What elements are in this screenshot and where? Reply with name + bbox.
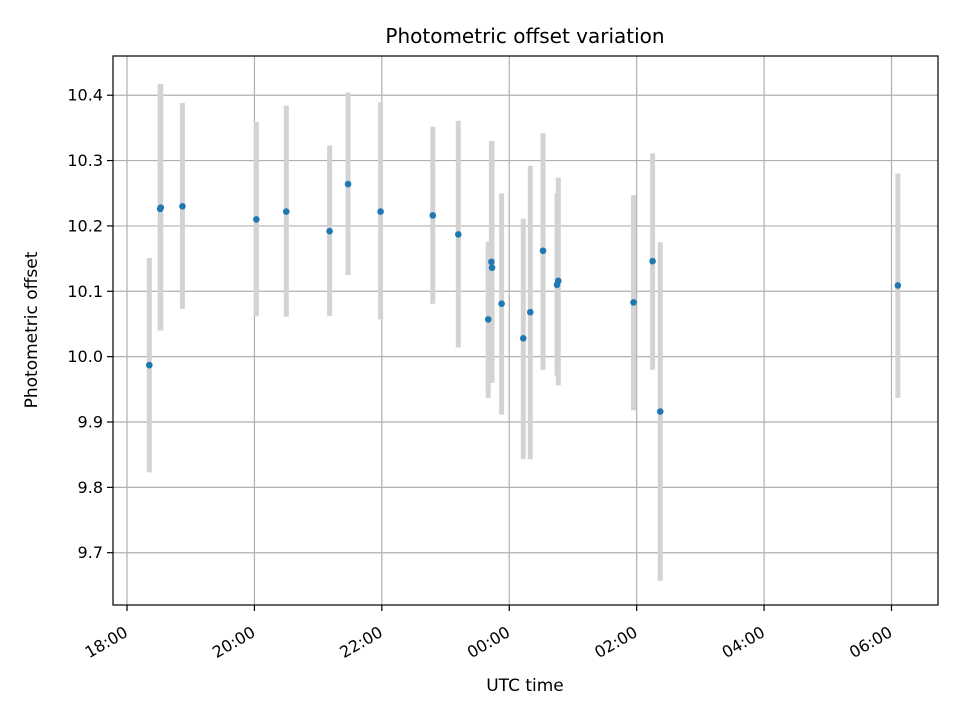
data-point — [630, 299, 637, 306]
data-point — [498, 300, 505, 308]
x-axis-title: UTC time — [486, 676, 564, 696]
data-point — [526, 308, 534, 316]
data-points — [146, 180, 902, 415]
data-point — [649, 257, 656, 265]
y-tick-label: 10.3 — [67, 151, 103, 170]
data-point — [488, 258, 495, 266]
data-point — [179, 203, 186, 210]
data-point — [656, 408, 664, 415]
data-point — [555, 277, 562, 285]
y-tick-label: 9.8 — [78, 478, 103, 497]
data-point — [146, 361, 153, 369]
data-point — [539, 247, 547, 255]
y-tick-label: 10.2 — [67, 216, 103, 235]
data-point — [344, 180, 352, 188]
data-point — [253, 216, 260, 223]
data-point — [519, 335, 527, 342]
data-point — [488, 264, 496, 272]
data-point — [326, 227, 333, 235]
y-tick-label: 9.9 — [78, 413, 103, 432]
plot-frame — [112, 55, 939, 606]
y-tick-label: 10.4 — [67, 86, 103, 105]
data-point — [377, 208, 384, 215]
chart-title: Photometric offset variation — [385, 24, 664, 48]
data-point — [894, 282, 902, 289]
data-point — [454, 231, 462, 238]
y-axis-ticks: 9.7 9.8 9.9 10.0 10.1 10.2 10.3 10.4 — [67, 86, 113, 562]
data-point — [282, 208, 290, 215]
y-axis-title: Photometric offset — [22, 251, 42, 408]
data-point — [157, 204, 165, 211]
y-tick-label: 10.0 — [67, 347, 103, 366]
data-point — [484, 316, 492, 323]
y-tick-label: 10.1 — [67, 282, 103, 301]
y-tick-label: 9.7 — [78, 543, 103, 562]
data-point — [429, 212, 437, 219]
